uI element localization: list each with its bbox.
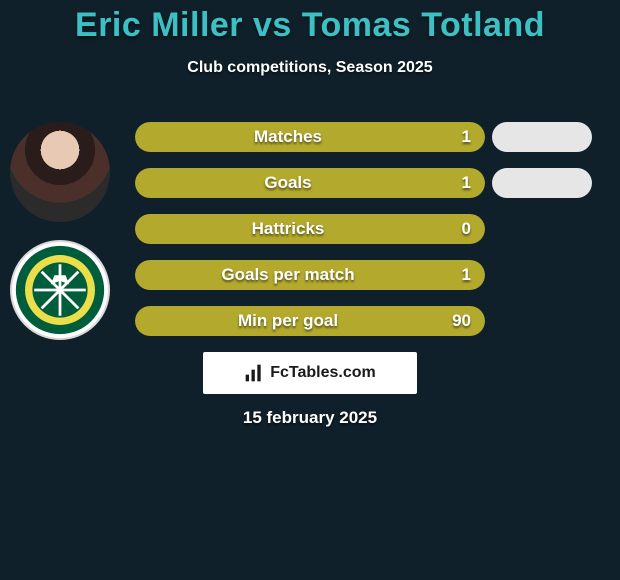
stat-value: 1 bbox=[462, 168, 471, 198]
page-title: Eric Miller vs Tomas Totland bbox=[0, 0, 620, 45]
stat-label: Min per goal bbox=[135, 306, 441, 336]
timbers-logo-icon bbox=[14, 244, 106, 336]
player-avatar bbox=[10, 122, 110, 222]
stat-value: 90 bbox=[452, 306, 471, 336]
stat-row-min_per_goal: Min per goal 90 bbox=[135, 306, 485, 336]
stat-label: Goals bbox=[135, 168, 441, 198]
stat-row-goals_per_match: Goals per match 1 bbox=[135, 260, 485, 290]
side-pill-column bbox=[492, 122, 602, 352]
comparison-card: Eric Miller vs Tomas Totland Club compet… bbox=[0, 0, 620, 580]
date-text: 15 february 2025 bbox=[0, 408, 620, 428]
stat-value: 1 bbox=[462, 122, 471, 152]
side-pill-goals bbox=[492, 168, 592, 198]
page-subtitle: Club competitions, Season 2025 bbox=[0, 59, 620, 77]
stat-row-matches: Matches 1 bbox=[135, 122, 485, 152]
stat-value: 0 bbox=[462, 214, 471, 244]
stat-label: Hattricks bbox=[135, 214, 441, 244]
stat-label: Matches bbox=[135, 122, 441, 152]
avatar-column bbox=[10, 122, 120, 358]
bar-chart-icon bbox=[244, 363, 264, 383]
stat-bars: Matches 1 Goals 1 Hattricks 0 Goals per match 1… bbox=[135, 122, 485, 352]
brand-badge: FcTables.com bbox=[203, 352, 417, 394]
stat-label: Goals per match bbox=[135, 260, 441, 290]
stat-value: 1 bbox=[462, 260, 471, 290]
stat-row-goals: Goals 1 bbox=[135, 168, 485, 198]
side-pill-matches bbox=[492, 122, 592, 152]
stat-row-hattricks: Hattricks 0 bbox=[135, 214, 485, 244]
brand-text: FcTables.com bbox=[270, 364, 376, 382]
club-logo bbox=[10, 240, 110, 340]
